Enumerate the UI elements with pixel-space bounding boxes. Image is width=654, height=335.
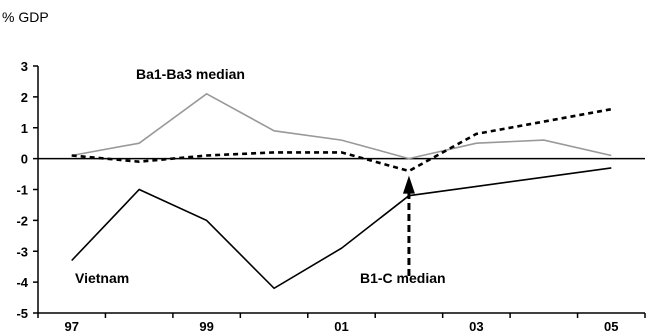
annotation-vietnam: Vietnam (75, 270, 129, 286)
arrow-layer (402, 175, 415, 276)
x-tick-label: 05 (604, 319, 618, 334)
y-tick-label: -5 (16, 306, 28, 321)
x-tick-label: 99 (199, 319, 213, 334)
annotation-ba1-ba3-median: Ba1-Ba3 median (136, 66, 245, 82)
series-line-ba1-ba3-median (71, 92, 612, 160)
y-tick-label: -2 (16, 213, 28, 228)
axes: 3 2 1 0 -1 -2 -3 -4 -5 97 99 01 03 05 (16, 59, 646, 334)
y-tick-label: 3 (21, 59, 28, 74)
unit-label: % GDP (2, 9, 49, 25)
series-layer (71, 92, 612, 290)
y-tick-label: -1 (16, 183, 28, 198)
x-tick-label: 01 (334, 319, 348, 334)
callout-arrow-head (402, 175, 415, 194)
x-tick-label: 97 (64, 319, 78, 334)
annotation-b1-c-median: B1-C median (360, 270, 446, 286)
y-tick-label: 1 (21, 121, 28, 136)
x-tick-label: 03 (469, 319, 483, 334)
y-tick-label: -4 (16, 275, 28, 290)
series-line-vietnam (71, 167, 612, 290)
y-tick-label: 0 (21, 152, 28, 167)
y-tick-label: 2 (21, 90, 28, 105)
series-line-b1-c-median (71, 107, 612, 173)
y-tick-label: -3 (16, 244, 28, 259)
